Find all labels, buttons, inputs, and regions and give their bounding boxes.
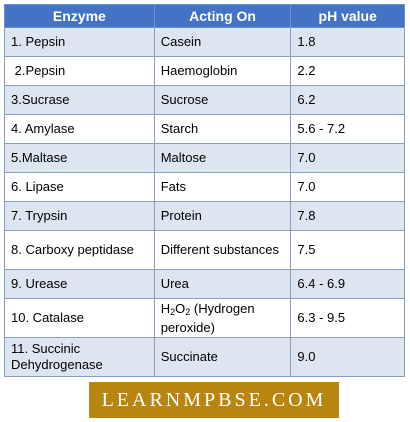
cell-enzyme: 4. Amylase — [4, 114, 155, 144]
table-row: 9. Urease Urea 6.4 - 6.9 — [4, 269, 405, 299]
learnmpbse-logo: LEARNMPBSE.COM — [89, 382, 339, 418]
cell-ph: 5.6 - 7.2 — [290, 114, 405, 144]
table-row: 1. Pepsin Casein 1.8 — [4, 27, 405, 57]
cell-ph: 7.8 — [290, 201, 405, 231]
cell-acting-on: Haemoglobin — [153, 56, 292, 86]
cell-ph: 7.0 — [290, 172, 405, 202]
formula-name: (Hydrogen peroxide) — [160, 300, 255, 335]
header-acting-on: Acting On — [153, 4, 292, 28]
cell-enzyme: 10. Catalase — [4, 298, 155, 338]
formula-subscript: 2 — [170, 306, 176, 317]
cell-ph: 6.4 - 6.9 — [290, 269, 405, 299]
formula-h: H — [160, 300, 171, 316]
cell-acting-on: Maltose — [153, 143, 292, 173]
cell-acting-on: Succinate — [153, 337, 292, 377]
table-row: 2.Pepsin Haemoglobin 2.2 — [4, 56, 405, 86]
table-row: 7. Trypsin Protein 7.8 — [4, 201, 405, 231]
cell-ph: 7.0 — [290, 143, 405, 173]
table-row: 6. Lipase Fats 7.0 — [4, 172, 405, 202]
table-row: 10. Catalase H2O2 (Hydrogen peroxide) 6.… — [4, 298, 405, 338]
cell-enzyme: 11. Succinic Dehydrogenase — [4, 337, 155, 377]
cell-enzyme: 7. Trypsin — [4, 201, 155, 231]
table-header-row: Enzyme Acting On pH value — [4, 4, 405, 28]
table-row: 3.Sucrase Sucrose 6.2 — [4, 85, 405, 115]
cell-enzyme: 2.Pepsin — [4, 56, 155, 86]
cell-ph: 7.5 — [290, 230, 405, 270]
cell-acting-on: Urea — [153, 269, 292, 299]
cell-enzyme: 5.Maltase — [4, 143, 155, 173]
table-row: 5.Maltase Maltose 7.0 — [4, 143, 405, 173]
formula-subscript: 2 — [185, 306, 191, 317]
formula-o: O — [175, 300, 186, 316]
header-enzyme: Enzyme — [4, 4, 155, 28]
cell-acting-on: H2O2 (Hydrogen peroxide) — [153, 298, 292, 338]
cell-enzyme: 3.Sucrase — [4, 85, 155, 115]
table-row: 8. Carboxy peptidase Different substance… — [4, 230, 405, 270]
cell-acting-on: Fats — [153, 172, 292, 202]
cell-acting-on: Different substances — [153, 230, 292, 270]
cell-ph: 1.8 — [290, 27, 405, 57]
table-row: 11. Succinic Dehydrogenase Succinate 9.0 — [4, 337, 405, 377]
cell-enzyme: 9. Urease — [4, 269, 155, 299]
cell-ph: 6.3 - 9.5 — [290, 298, 405, 338]
enzyme-table: Enzyme Acting On pH value 1. Pepsin Case… — [4, 4, 405, 377]
header-ph-value: pH value — [290, 4, 405, 28]
cell-ph: 9.0 — [290, 337, 405, 377]
cell-enzyme: 8. Carboxy peptidase — [4, 230, 155, 270]
cell-ph: 6.2 — [290, 85, 405, 115]
cell-acting-on: Starch — [153, 114, 292, 144]
cell-enzyme: 1. Pepsin — [4, 27, 155, 57]
table-row: 4. Amylase Starch 5.6 - 7.2 — [4, 114, 405, 144]
cell-enzyme: 6. Lipase — [4, 172, 155, 202]
cell-ph: 2.2 — [290, 56, 405, 86]
cell-acting-on: Protein — [153, 201, 292, 231]
cell-acting-on: Casein — [153, 27, 292, 57]
cell-acting-on: Sucrose — [153, 85, 292, 115]
